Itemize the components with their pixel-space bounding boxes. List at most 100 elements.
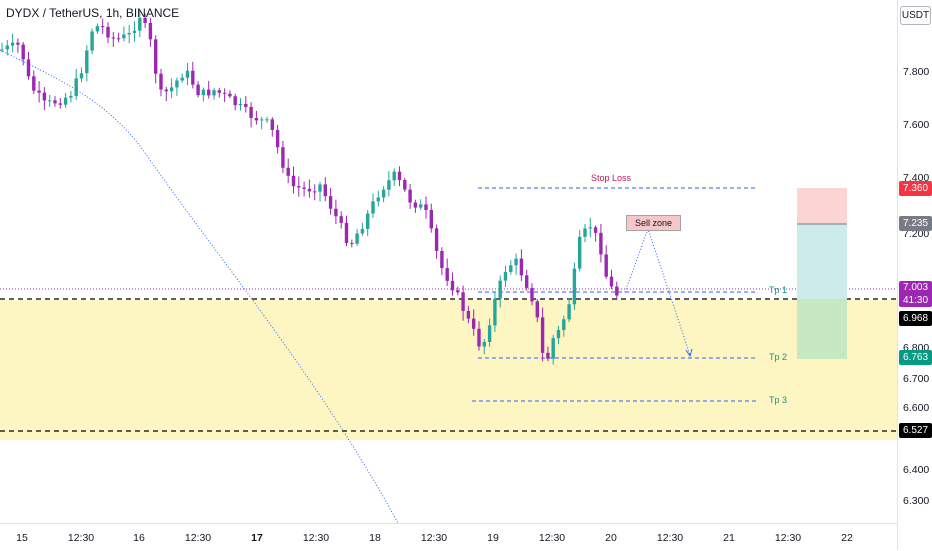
price-tick: 6.700	[903, 373, 930, 385]
candle-body	[254, 117, 259, 121]
candle-body	[244, 103, 248, 107]
candle-body	[111, 37, 115, 39]
candle-body	[201, 89, 206, 96]
candle-body	[127, 32, 131, 35]
candle-body	[249, 106, 253, 118]
time-tick: 19	[487, 532, 499, 544]
candle-body	[16, 42, 20, 45]
candle-body	[366, 213, 370, 229]
candle-body	[493, 298, 497, 326]
time-tick: 21	[723, 532, 735, 544]
time-tick: 12:30	[656, 532, 684, 544]
candle-body	[583, 228, 587, 237]
candle-body	[116, 38, 121, 40]
candle-body	[599, 232, 603, 255]
time-tick: 18	[369, 532, 381, 544]
reward-box-lower[interactable]	[797, 299, 847, 359]
candle-body	[609, 276, 614, 287]
candle-body	[175, 80, 179, 88]
level-top-label: 6.968	[899, 311, 932, 326]
price-tick: 7.800	[903, 66, 930, 78]
candle-body	[578, 236, 582, 269]
candle-body	[37, 90, 41, 93]
candle-body	[196, 84, 200, 96]
candle-body	[387, 180, 391, 190]
candle-body	[318, 184, 322, 192]
candle-body	[487, 325, 492, 343]
candle-body	[21, 44, 25, 60]
tp3-label: Tp 3	[769, 395, 788, 405]
candle-body	[567, 304, 571, 320]
time-tick: 17	[251, 532, 263, 544]
candle-body	[265, 119, 269, 121]
candle-body	[79, 73, 84, 79]
chart-pane[interactable]: DYDX / TetherUS, 1h, BINANCE Stop Loss S…	[0, 0, 897, 523]
time-axis[interactable]: 15 12:30 16 12:30 17 12:30 18 12:30 19 1…	[0, 523, 897, 551]
candle-body	[180, 77, 184, 81]
level-bottom-label: 6.527	[899, 423, 932, 438]
candle-body	[413, 202, 418, 208]
candle-body	[222, 92, 227, 94]
sell-zone-label[interactable]: Sell zone	[626, 215, 681, 231]
candle-body	[540, 317, 545, 353]
stop-price-label: 7.360	[899, 181, 932, 196]
candle-body	[461, 292, 465, 311]
time-tick: 12:30	[67, 532, 95, 544]
candle-body	[376, 197, 380, 202]
candle-body	[207, 89, 211, 96]
projection-arrowhead	[685, 348, 693, 358]
candle-body	[440, 250, 444, 269]
candle-body	[472, 318, 476, 329]
candle-body	[154, 39, 158, 74]
price-tick: 6.400	[903, 464, 930, 476]
time-tick: 12:30	[184, 532, 212, 544]
candle-body	[10, 42, 15, 46]
candle-body	[69, 95, 73, 98]
tp2-label: Tp 2	[769, 352, 788, 362]
candle-body	[164, 89, 168, 92]
arc-curve[interactable]	[0, 49, 399, 523]
price-axis[interactable]: USDT 7.800 7.600 7.400 7.200 6.800 6.700…	[897, 0, 932, 550]
candle-body	[90, 31, 94, 51]
candle-body	[5, 45, 9, 50]
currency-badge[interactable]: USDT	[900, 6, 931, 25]
risk-box[interactable]	[797, 188, 847, 224]
reward-box-upper[interactable]	[797, 224, 847, 299]
candle-body	[344, 222, 349, 243]
candle-body	[408, 189, 412, 203]
candle-body	[466, 310, 471, 319]
candle-body	[138, 17, 142, 31]
candle-body	[270, 119, 274, 130]
candle-body	[191, 70, 195, 85]
candle-body	[498, 280, 502, 299]
candle-body	[286, 167, 290, 176]
candle-body	[525, 275, 529, 288]
candle-body	[74, 78, 78, 96]
candle-body	[556, 329, 561, 339]
candle-body	[334, 208, 338, 217]
candle-body	[604, 254, 608, 277]
time-tick: 15	[16, 532, 28, 544]
entry-price-label: 7.235	[899, 216, 932, 231]
last-price-label: 7.003	[899, 281, 932, 294]
candle-body	[509, 265, 513, 272]
candle-body	[212, 90, 216, 96]
candle-body	[424, 204, 428, 210]
price-tick: 7.600	[903, 119, 930, 131]
symbol-title[interactable]: DYDX / TetherUS, 1h, BINANCE	[6, 6, 180, 20]
candle-body	[551, 338, 555, 359]
time-tick: 20	[605, 532, 617, 544]
price-chart[interactable]	[0, 0, 897, 523]
candle-body	[307, 188, 312, 192]
candle-body	[360, 228, 365, 234]
candle-body	[514, 258, 518, 266]
candle-body	[238, 103, 243, 106]
candle-body	[58, 103, 62, 105]
price-tick: 7.200	[903, 228, 930, 240]
candle-body	[445, 268, 449, 281]
candle-body	[48, 100, 52, 102]
candle-body	[297, 186, 301, 188]
candle-body	[562, 319, 566, 330]
candle-body	[122, 34, 126, 39]
